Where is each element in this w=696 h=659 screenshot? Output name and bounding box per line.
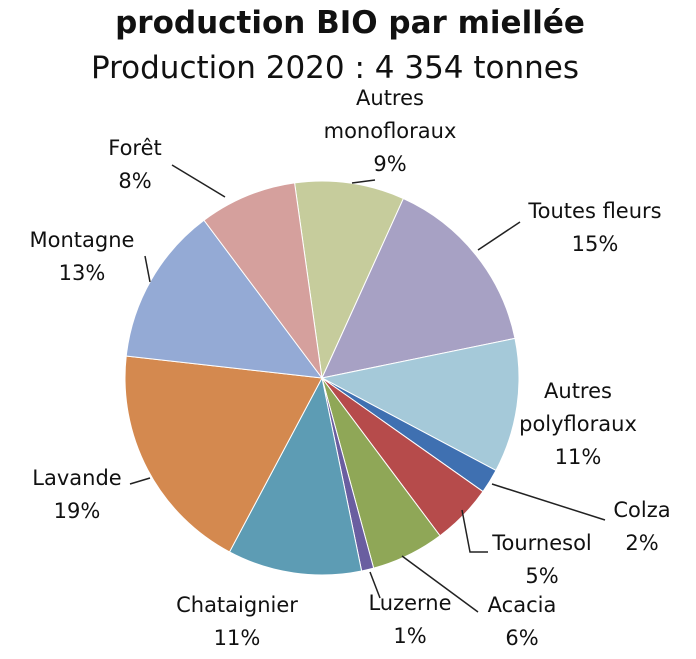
leader-line xyxy=(351,179,376,184)
pie-slice xyxy=(203,182,323,379)
pie-slice xyxy=(124,355,323,553)
slice-value-label: 9% xyxy=(373,152,406,176)
slice-label: Chataignier xyxy=(176,593,298,617)
leader-line xyxy=(171,164,226,198)
pie-slice xyxy=(321,197,516,379)
pie-slice xyxy=(228,376,363,576)
slice-label: Lavande xyxy=(32,466,121,490)
slice-value-label: 6% xyxy=(505,626,538,650)
slice-label: Luzerne xyxy=(368,591,451,615)
slice-label: Autres polyfloraux xyxy=(519,379,637,436)
slice-label: Forêt xyxy=(108,136,162,160)
slice-label: Acacia xyxy=(488,593,557,617)
pie-slice xyxy=(125,219,324,379)
slice-label-line: Autres xyxy=(544,379,612,403)
leader-line xyxy=(401,555,479,613)
chart-title: production BIO par miellée xyxy=(115,5,585,41)
slice-value-label: 2% xyxy=(625,531,658,555)
pie-slice xyxy=(320,337,520,472)
slice-label-line: polyfloraux xyxy=(519,412,637,436)
slice-label-line: monofloraux xyxy=(324,119,457,143)
slice-label: Toutes fleurs xyxy=(527,199,661,223)
leader-line xyxy=(369,571,381,599)
leader-line xyxy=(477,221,521,251)
slice-value-label: 11% xyxy=(555,445,602,469)
slice-label: Tournesol xyxy=(491,531,592,555)
leader-line xyxy=(461,509,488,553)
slice-value-label: 5% xyxy=(525,564,558,588)
chart-subtitle: Production 2020 : 4 354 tonnes xyxy=(91,50,579,86)
leader-line xyxy=(144,255,151,283)
slice-value-label: 8% xyxy=(118,169,151,193)
pie-slice xyxy=(294,180,405,380)
slice-label: Colza xyxy=(613,498,670,522)
leader-line xyxy=(129,477,151,485)
slice-label: Montagne xyxy=(30,228,135,252)
slice-value-label: 1% xyxy=(393,624,426,648)
slice-value-label: 19% xyxy=(54,499,101,523)
slice-label-line: Autres xyxy=(356,86,424,110)
slice-label: Autres monofloraux xyxy=(324,86,457,143)
slice-value-label: 11% xyxy=(214,626,261,650)
leader-line xyxy=(491,483,606,521)
slice-value-label: 13% xyxy=(59,261,106,285)
slice-value-label: 15% xyxy=(572,232,619,256)
